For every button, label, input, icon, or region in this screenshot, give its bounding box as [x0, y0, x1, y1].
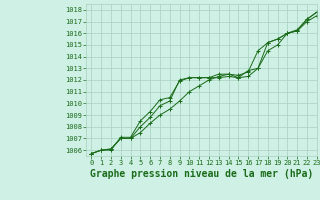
X-axis label: Graphe pression niveau de la mer (hPa): Graphe pression niveau de la mer (hPa)	[90, 169, 313, 179]
